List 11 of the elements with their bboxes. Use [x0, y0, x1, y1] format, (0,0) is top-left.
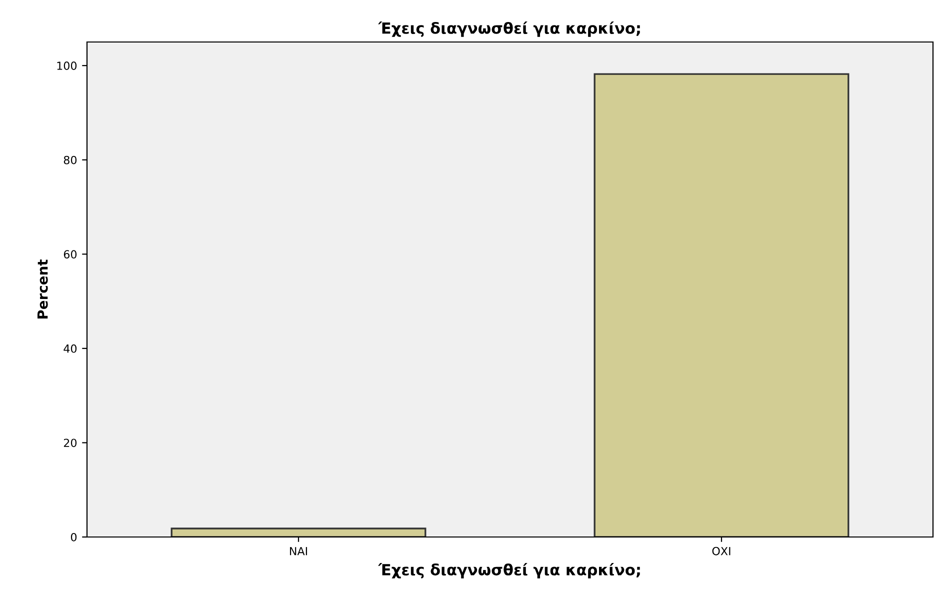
y-tick-label: 40 [64, 344, 77, 353]
x-tick-label: ΝΑΙ [290, 547, 308, 556]
y-axis-title: Percent [38, 260, 48, 319]
y-tick-label: 60 [64, 250, 77, 259]
y-tick-label: 20 [64, 438, 77, 448]
x-axis-title: Έχεις διαγνωσθεί για καρκίνο; [378, 563, 640, 578]
y-tick-label: 100 [57, 62, 77, 70]
y-tick-label: 0 [70, 532, 77, 542]
y-tick-label: 80 [64, 156, 77, 164]
chart-title: Έχεις διαγνωσθεί για καρκίνο; [378, 21, 640, 37]
x-tick-label: ΟΧΙ [712, 546, 730, 556]
